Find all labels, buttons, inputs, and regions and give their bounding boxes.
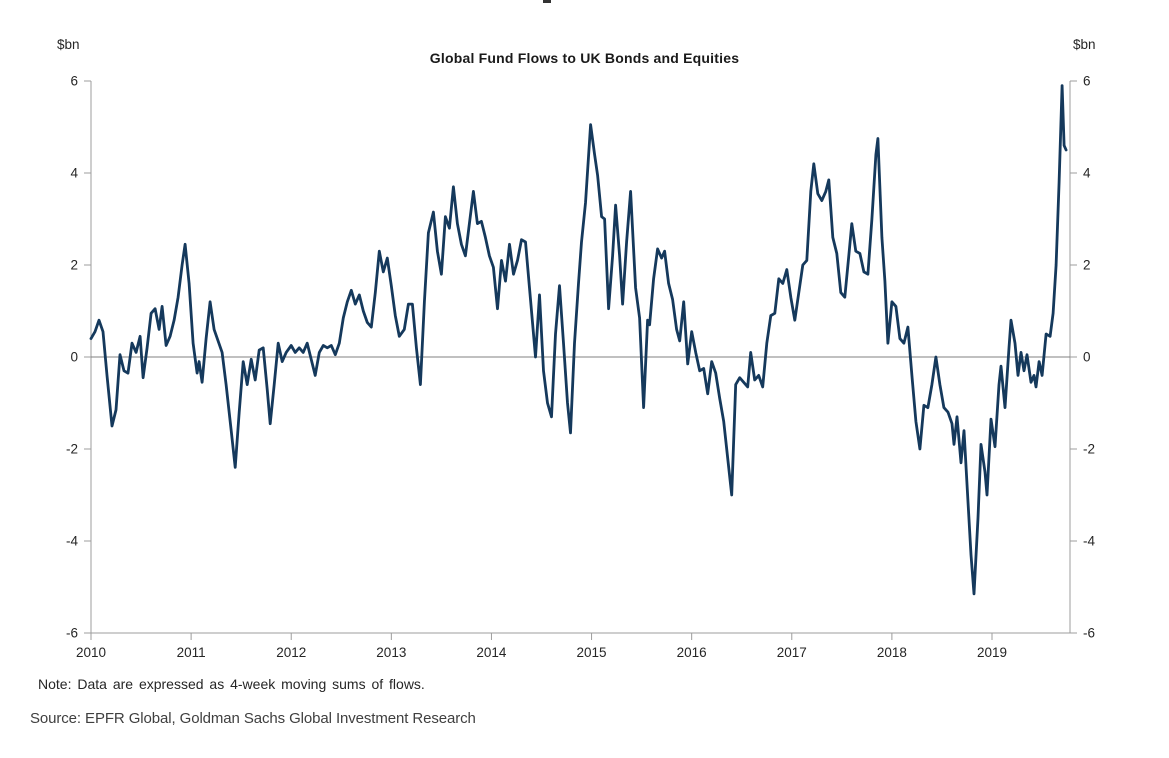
x-tick-label: 2014 (476, 645, 507, 660)
y-tick-label-left: 0 (70, 350, 78, 365)
x-tick-label: 2013 (376, 645, 406, 660)
chart-source: Source: EPFR Global, Goldman Sachs Globa… (30, 710, 476, 727)
x-tick-label: 2017 (777, 645, 807, 660)
y-tick-label-left: 4 (70, 166, 78, 181)
x-tick-label: 2011 (177, 645, 206, 660)
y-axis-unit-left: $bn (57, 37, 80, 52)
x-tick-label: 2010 (76, 645, 106, 660)
fund-flows-line (89, 84, 1068, 596)
x-tick-label: 2015 (577, 645, 607, 660)
y-tick-label-right: -4 (1083, 534, 1095, 549)
y-tick-label-right: 4 (1083, 166, 1091, 181)
y-tick-label-right: 6 (1083, 74, 1091, 89)
y-tick-label-left: -2 (66, 442, 78, 457)
x-tick-label: 2018 (877, 645, 907, 660)
y-tick-label-right: 0 (1083, 350, 1091, 365)
chart-note: Note: Data are expressed as 4-week movin… (38, 676, 425, 692)
cropped-text-fragment (543, 0, 551, 3)
x-tick-label: 2016 (677, 645, 707, 660)
y-tick-label-right: -6 (1083, 626, 1095, 641)
y-tick-label-right: -2 (1083, 442, 1095, 457)
chart-title: Global Fund Flows to UK Bonds and Equiti… (429, 50, 740, 66)
y-axis-unit-right: $bn (1073, 37, 1096, 52)
x-tick-label: 2019 (977, 645, 1007, 660)
y-tick-label-right: 2 (1083, 258, 1091, 273)
y-tick-label-left: -4 (66, 534, 78, 549)
y-tick-label-left: 6 (70, 74, 78, 89)
y-tick-label-left: -6 (66, 626, 78, 641)
x-tick-label: 2012 (276, 645, 306, 660)
y-tick-label-left: 2 (70, 258, 78, 273)
